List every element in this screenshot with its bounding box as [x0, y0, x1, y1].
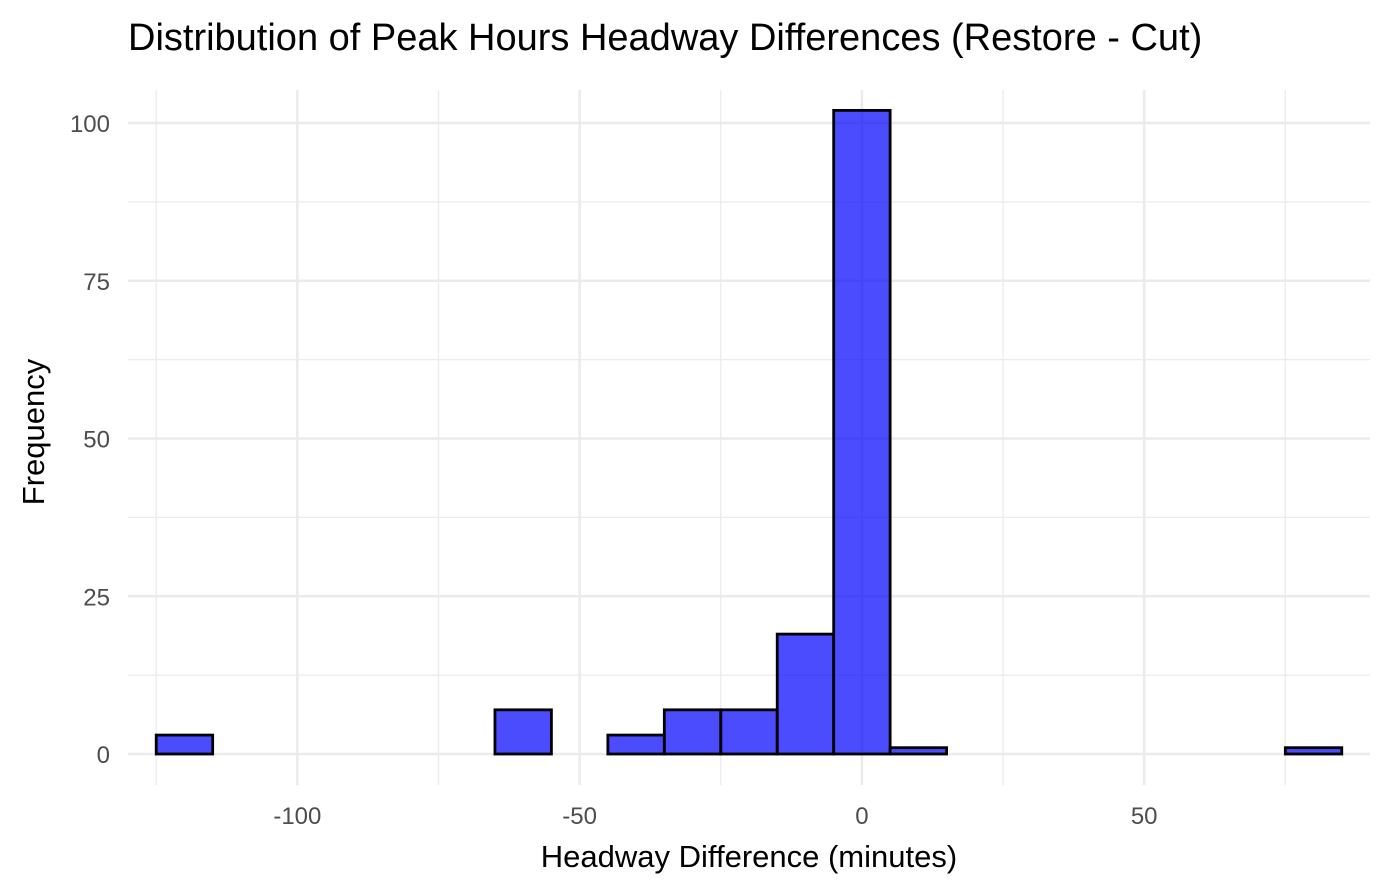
- y-tick-label: 50: [83, 427, 110, 454]
- histogram-bar: [719, 708, 779, 756]
- y-tick-label: 100: [70, 111, 110, 138]
- y-tick-label: 75: [83, 269, 110, 296]
- histogram-bar: [888, 746, 948, 756]
- histogram-bar: [154, 733, 215, 756]
- histogram-bar: [832, 108, 892, 756]
- x-tick-label: -100: [273, 803, 321, 830]
- chart-title: Distribution of Peak Hours Headway Diffe…: [128, 17, 1202, 59]
- histogram-bars: [154, 108, 1344, 756]
- histogram-bar: [662, 708, 723, 756]
- histogram-bar: [493, 708, 553, 756]
- x-axis-ticks: -100 -50 0 50: [273, 803, 1157, 830]
- histogram-bar: [775, 632, 836, 756]
- x-tick-label: -50: [562, 803, 597, 830]
- y-axis-ticks: 0 25 50 75 100: [70, 111, 110, 769]
- histogram-bar: [1283, 746, 1344, 756]
- y-tick-label: 25: [83, 584, 110, 611]
- y-tick-label: 0: [97, 742, 110, 769]
- x-tick-label: 0: [855, 803, 868, 830]
- histogram-bar: [606, 733, 666, 756]
- x-axis-title: Headway Difference (minutes): [541, 839, 957, 874]
- x-tick-label: 50: [1131, 803, 1158, 830]
- y-axis-title: Frequency: [16, 358, 51, 505]
- major-gridlines: [128, 90, 1370, 785]
